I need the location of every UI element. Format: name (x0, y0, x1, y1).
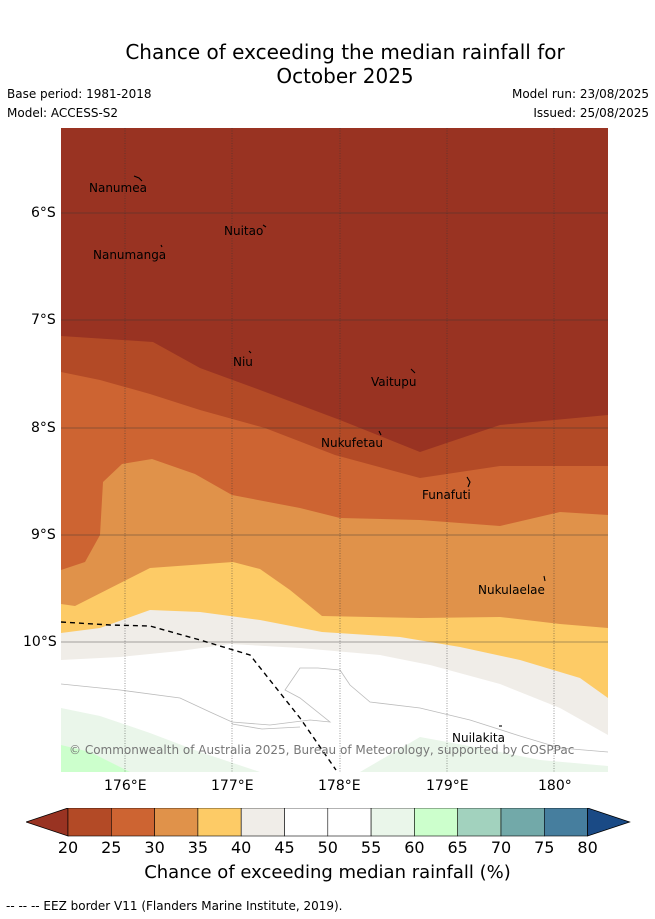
colorbar-tick-label: 80 (577, 838, 598, 857)
model-name: Model: ACCESS-S2 (7, 106, 119, 120)
colorbar-tick-label: 35 (187, 838, 209, 857)
colorbar-segment (284, 807, 329, 837)
map-title: Chance of exceeding the median rainfall … (0, 40, 655, 88)
lon-label-179e: 179°E (426, 778, 469, 794)
colorbar-tick-label: 20 (57, 838, 79, 857)
colorbar-segment (370, 807, 415, 837)
place-label-nuitao: Nuitao (224, 224, 263, 238)
colorbar (24, 807, 632, 842)
band-50-55 (61, 644, 608, 772)
base-period: Base period: 1981-2018 (7, 87, 152, 101)
lat-label-10s: 10°S (23, 634, 57, 650)
colorbar-tick-label: 75 (534, 838, 555, 857)
colorbar-tick-label: 65 (447, 838, 468, 857)
place-label-vaitupu: Vaitupu (371, 375, 417, 389)
colorbar-segment (111, 807, 155, 837)
place-label-niu: Niu (233, 355, 253, 369)
band-55-60-se (360, 737, 608, 772)
colorbar-tick-label: 70 (490, 838, 512, 857)
island-nanumanga (160, 244, 163, 248)
island-nanumea (133, 175, 143, 182)
colorbar-label: Chance of exceeding median rainfall (%) (144, 862, 511, 883)
eez-footnote: -- -- -- EEZ border V11 (Flanders Marine… (6, 899, 343, 913)
colorbar-segment (500, 807, 545, 837)
place-label-nukufetau: Nukufetau (321, 436, 383, 450)
colorbar-tick-label: 55 (360, 838, 382, 857)
colorbar-segment (197, 807, 242, 837)
colorbar-tick-label: 50 (317, 838, 338, 857)
band-60-65 (61, 745, 130, 772)
colorbar-tick-label: 30 (144, 838, 165, 857)
title-line-2: October 2025 (276, 64, 414, 88)
colorbar-tick-label: 45 (274, 838, 295, 857)
place-label-nanumea: Nanumea (89, 181, 147, 195)
colorbar-segment (327, 807, 372, 837)
lon-label-177e: 177°E (211, 778, 254, 794)
colorbar-segment (154, 807, 199, 837)
copyright-notice: © Commonwealth of Australia 2025, Bureau… (69, 743, 574, 757)
colorbar-tick-label: 60 (404, 838, 425, 857)
colorbar-segment (67, 807, 112, 837)
island-funafuti (466, 476, 471, 488)
island-nukulaelae (543, 575, 546, 582)
lat-label-8s: 8°S (31, 420, 56, 436)
colorbar-under-arrow (24, 807, 69, 837)
colorbar-tick-label: 40 (231, 838, 252, 857)
place-label-nuilakita: Nuilakita (452, 731, 505, 745)
lat-label-7s: 7°S (31, 312, 56, 328)
model-run: Model run: 23/08/2025 (511, 87, 649, 101)
colorbar-segment (457, 807, 502, 837)
lon-label-178e: 178°E (318, 778, 361, 794)
rainfall-map[interactable]: Nanumea Nuitao Nanumanga Niu Vaitupu Nuk… (61, 128, 608, 772)
place-label-nanumanga: Nanumanga (93, 248, 166, 262)
place-label-funafuti: Funafuti (422, 488, 471, 502)
island-niu (248, 350, 252, 354)
island-vaitupu (410, 368, 416, 374)
title-line-1: Chance of exceeding the median rainfall … (125, 40, 565, 64)
lon-label-176e: 176°E (104, 778, 147, 794)
colorbar-tick-label: 25 (101, 838, 122, 857)
eez-border (61, 621, 337, 771)
lon-label-180: 180° (538, 778, 572, 794)
island-nuitao (262, 224, 267, 228)
island-nukufetau (378, 430, 382, 436)
colorbar-segment (543, 807, 588, 837)
issued-date: Issued: 25/08/2025 (533, 106, 649, 120)
colorbar-segment (414, 807, 458, 837)
place-label-nukulaelae: Nukulaelae (478, 583, 545, 597)
band-55-60 (61, 708, 260, 772)
colorbar-segment (240, 807, 285, 837)
colorbar-over-arrow (587, 807, 631, 837)
lat-label-6s: 6°S (31, 205, 56, 221)
lat-label-9s: 9°S (31, 527, 56, 543)
